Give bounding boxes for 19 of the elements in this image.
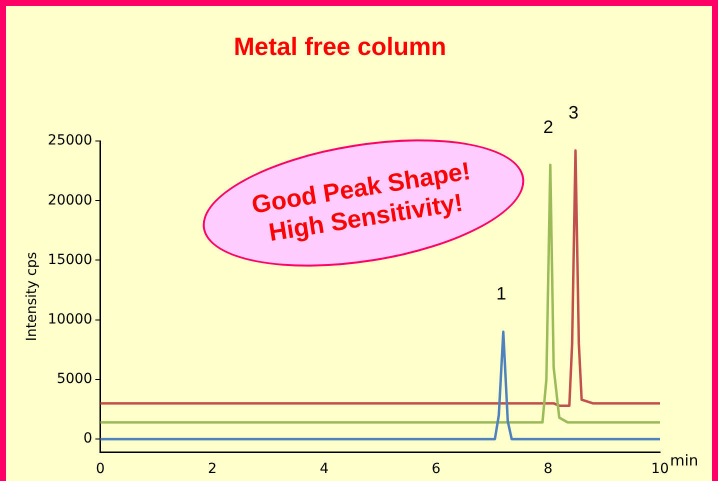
x-axis-title: min	[670, 452, 698, 470]
x-tick-label: 6	[432, 461, 441, 478]
annotation: 3	[568, 102, 578, 123]
x-tick-label: 10	[651, 461, 669, 478]
y-axis-title: Intensity cps	[24, 252, 40, 342]
x-tick-label: 2	[208, 461, 217, 478]
x-tick-label: 4	[320, 461, 329, 478]
annotation: 1	[496, 284, 506, 304]
y-tick-label: 15000	[48, 252, 92, 268]
annotation: 2	[543, 116, 554, 137]
annotation: Good Peak Shape! High Sensitivity!	[250, 157, 472, 247]
y-tick-label: 25000	[48, 132, 92, 149]
y-tick-label: 20000	[48, 192, 92, 208]
chart-title: Metal free column	[234, 32, 446, 61]
y-tick-label: 0	[83, 430, 92, 447]
x-tick-label: 8	[544, 461, 553, 478]
y-tick-label: 5000	[56, 371, 92, 388]
y-tick-label: 10000	[48, 311, 92, 328]
x-tick-label: 0	[96, 461, 105, 478]
